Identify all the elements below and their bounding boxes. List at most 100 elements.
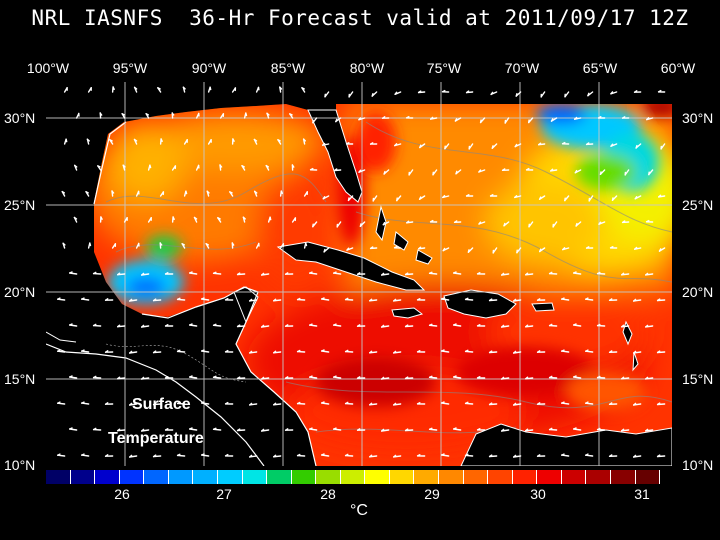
wind-arrow-head <box>248 298 253 302</box>
wind-arrow-head <box>501 168 506 172</box>
map-title: NRL IASNFS 36-Hr Forecast valid at 2011/… <box>31 6 689 30</box>
wind-arrow-head <box>269 216 272 221</box>
wind-arrow-head <box>242 216 246 220</box>
wind-arrow-head <box>478 221 482 225</box>
wind-arrow-head <box>645 324 649 328</box>
wind-arrow-head <box>92 323 97 327</box>
wind-arrow-head <box>65 138 68 143</box>
lat-label-30n-right: 30°N <box>682 110 714 126</box>
wind-arrow-head <box>608 350 613 353</box>
wind-arrow-head <box>550 168 554 172</box>
wind-arrow-head <box>488 298 493 302</box>
wind-arrow-head <box>608 402 613 405</box>
colorbar-tick-30: 30 <box>530 486 546 502</box>
wind-arrow-head <box>658 248 662 252</box>
wind-arrow-head <box>656 454 661 458</box>
wind-arrow-head <box>182 86 186 90</box>
wind-arrow-head <box>224 349 229 353</box>
wind-arrow-head <box>188 427 193 430</box>
wind-arrow-head <box>656 350 661 354</box>
wind-arrow-head <box>513 350 517 354</box>
wind-arrow-head <box>152 402 157 406</box>
wind-arrow-head <box>272 298 277 302</box>
wind-arrow-head <box>393 454 397 458</box>
wind-arrow-head <box>585 142 590 146</box>
wind-arrow-head <box>356 376 361 379</box>
wind-arrow-head <box>453 375 457 378</box>
colorbar-tick-26: 26 <box>114 486 130 502</box>
wind-arrow-head <box>260 428 265 432</box>
wind-arrow-head <box>441 89 446 93</box>
lon-label-60w: 60°W <box>660 60 696 76</box>
wind-arrow-head <box>525 324 529 328</box>
wind-arrow-head <box>561 453 565 456</box>
wind-arrow-head <box>621 428 625 432</box>
wind-arrow-head <box>188 323 193 326</box>
wind-arrow-head <box>99 112 103 116</box>
wind-arrow-head <box>164 271 169 275</box>
wind-arrow-head <box>611 197 614 202</box>
wind-arrow-head <box>277 139 281 142</box>
wind-arrow-head <box>416 402 421 405</box>
wind-arrow-head <box>73 216 78 220</box>
wind-arrow-head <box>585 401 589 404</box>
wind-arrow-head <box>209 86 212 91</box>
wind-arrow-head <box>597 116 602 119</box>
wind-arrow-head <box>81 349 85 352</box>
wind-arrow-head <box>369 454 373 458</box>
wind-arrow-head <box>116 376 121 380</box>
wind-arrow-head <box>513 298 517 302</box>
wind-arrow-head <box>539 248 542 253</box>
wind-arrow-head <box>419 144 422 149</box>
wind-arrow-head <box>369 142 374 145</box>
wind-arrow-head <box>416 454 421 457</box>
wind-arrow-head <box>85 190 89 194</box>
wind-arrow-head <box>344 349 349 353</box>
wind-arrow-head <box>513 454 517 458</box>
colorbar-tick-29: 29 <box>424 486 440 502</box>
wind-arrow-head <box>284 324 289 327</box>
wind-arrow-head <box>453 427 457 430</box>
wind-arrow-head <box>525 272 529 276</box>
wind-arrow-head <box>253 138 258 142</box>
wind-arrow-head <box>464 453 469 457</box>
wind-arrow-head <box>333 323 337 326</box>
lat-label-10n-left: 10°N <box>4 457 36 473</box>
wind-arrow-head <box>394 143 398 147</box>
wind-arrow-head <box>122 164 126 168</box>
colorbar-swatch <box>512 470 538 484</box>
wind-arrow-head <box>104 454 109 457</box>
wind-arrow-head <box>634 246 638 250</box>
wind-arrow-head <box>81 297 85 300</box>
lat-label-25n-left: 25°N <box>4 197 36 213</box>
wind-arrow-head <box>272 350 277 354</box>
colorbar-unit: °C <box>350 502 368 519</box>
wind-arrow-head <box>116 272 121 276</box>
wind-arrow-head <box>212 323 217 327</box>
wind-arrow-head <box>515 92 518 97</box>
wind-arrow-head <box>309 271 313 274</box>
wind-arrow-head <box>81 453 85 456</box>
wind-arrow-head <box>428 375 433 378</box>
wind-arrow-head <box>536 298 541 301</box>
wind-arrow-head <box>104 402 109 405</box>
wind-arrow-head <box>404 324 409 328</box>
wind-arrow-head <box>536 454 541 457</box>
colorbar-swatch <box>340 470 366 484</box>
wind-arrow-head <box>383 170 386 175</box>
lon-label-70w: 70°W <box>504 60 540 76</box>
colorbar-swatch <box>389 470 415 484</box>
wind-arrow-head <box>172 216 175 221</box>
wind-arrow-head <box>476 323 481 327</box>
wind-arrow-head <box>200 297 205 300</box>
wind-arrow-head <box>608 298 613 302</box>
wind-arrow-head <box>104 350 109 353</box>
wind-arrow-head <box>309 323 313 326</box>
wind-arrow-head <box>513 402 517 406</box>
wind-arrow-head <box>61 190 65 194</box>
wind-arrow-head <box>185 190 188 195</box>
wind-arrow-head <box>152 454 157 458</box>
wind-arrow-head <box>633 350 637 354</box>
wind-arrow-head <box>89 242 92 247</box>
wind-arrow-head <box>381 116 386 119</box>
